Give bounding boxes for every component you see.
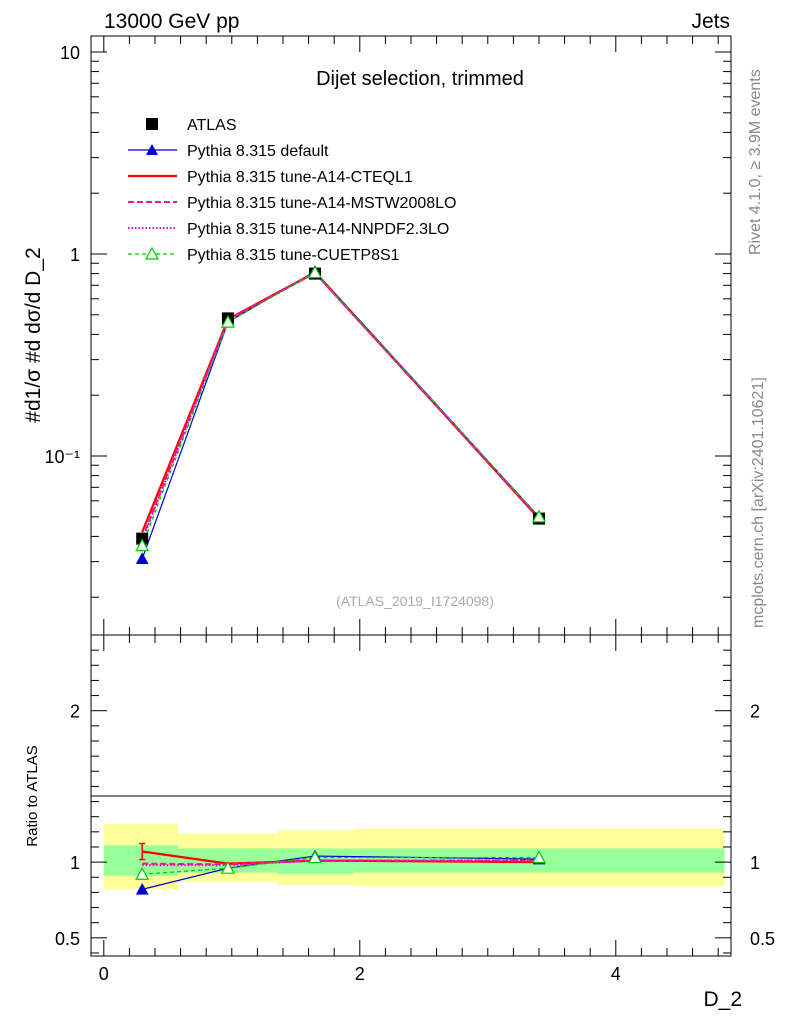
energy-label: 13000 GeV pp	[104, 10, 239, 33]
y-tick-label-10: 10	[60, 43, 80, 63]
y-tick-label-1: 1	[70, 245, 80, 265]
chart-title: Dijet selection, trimmed	[316, 68, 524, 90]
ratio-y-tick-label-left: 1	[70, 853, 80, 873]
legend-entry-nnpdf: Pythia 8.315 tune-A14-NNPDF2.3LO	[128, 221, 449, 238]
ratio-markers	[135, 842, 547, 895]
series-line	[141, 271, 540, 539]
legend-label-default: Pythia 8.315 default	[187, 143, 329, 160]
open-triangle-marker	[531, 850, 547, 864]
legend-label-nnpdf: Pythia 8.315 tune-A14-NNPDF2.3LO	[187, 221, 449, 238]
legend-marker-open-triangle	[144, 246, 160, 260]
x-axis-label: D_2	[703, 988, 742, 1011]
ratio-y-tick-label-right: 0.5	[750, 929, 775, 949]
triangle-marker	[135, 882, 149, 895]
mcplots-label: mcplots.cern.ch [arXiv:2401.10621]	[750, 377, 767, 628]
legend-marker-square	[146, 118, 158, 130]
y-axis-label: #d1/σ #d dσ/d D_2	[22, 247, 45, 422]
legend-label-cuetp8s1: Pythia 8.315 tune-CUETP8S1	[187, 247, 400, 264]
series-line	[141, 271, 540, 546]
x-tick-label: 4	[611, 964, 621, 984]
legend-label-cteql1: Pythia 8.315 tune-A14-CTEQL1	[187, 169, 413, 186]
y-tick-label-0.1: 10⁻¹	[44, 447, 80, 467]
series-line	[141, 270, 540, 559]
open-triangle-marker	[220, 314, 235, 328]
open-triangle-marker	[135, 538, 150, 552]
ratio-y-tick-label-right: 1	[750, 853, 760, 873]
ratio-series-line	[142, 859, 539, 867]
legend-entry-atlas: ATLAS	[146, 117, 237, 134]
x-tick-label: 0	[99, 964, 109, 984]
category-label: Jets	[691, 10, 730, 33]
ratio-y-tick-label-left: 0.5	[55, 929, 80, 949]
open-triangle-marker	[531, 509, 547, 523]
analysis-watermark: (ATLAS_2019_I1724098)	[336, 593, 494, 609]
ratio-series-line	[142, 856, 539, 875]
open-triangle-marker	[220, 860, 235, 874]
legend-marker-triangle	[146, 144, 158, 155]
main-axis-ticks	[91, 36, 731, 635]
rivet-label: Rivet 4.1.0, ≥ 3.9M events	[747, 69, 764, 255]
open-triangle-marker	[135, 866, 150, 880]
ratio-curves	[142, 850, 540, 890]
triangle-marker	[135, 552, 149, 565]
series-line	[141, 271, 540, 542]
ratio-frame	[90, 634, 732, 957]
legend-label-atlas: ATLAS	[187, 117, 237, 134]
main-panel: Dijet selection, trimmed (ATLAS_2019_I17…	[22, 35, 732, 636]
legend: ATLAS Pythia 8.315 default Pythia 8.315 …	[128, 117, 456, 264]
main-markers	[135, 264, 547, 565]
x-tick-label: 2	[355, 964, 365, 984]
legend-entry-cuetp8s1: Pythia 8.315 tune-CUETP8S1	[128, 246, 400, 264]
open-triangle-marker	[307, 265, 323, 279]
legend-entry-default: Pythia 8.315 default	[128, 143, 329, 160]
legend-entry-cteql1: Pythia 8.315 tune-A14-CTEQL1	[128, 169, 413, 186]
ratio-y-tick-label-right: 2	[750, 702, 760, 722]
ratio-y-axis-label: Ratio to ATLAS	[24, 745, 41, 846]
ratio-panel: Ratio to ATLAS D_2 0.5 1 2 0.5 1 2 0 2 4	[24, 634, 775, 1011]
main-curves	[141, 270, 540, 559]
series-line	[141, 271, 540, 533]
open-triangle-marker	[307, 850, 323, 864]
legend-entry-mstw: Pythia 8.315 tune-A14-MSTW2008LO	[128, 195, 456, 212]
ratio-y-tick-label-left: 2	[70, 702, 80, 722]
legend-label-mstw: Pythia 8.315 tune-A14-MSTW2008LO	[187, 195, 456, 212]
